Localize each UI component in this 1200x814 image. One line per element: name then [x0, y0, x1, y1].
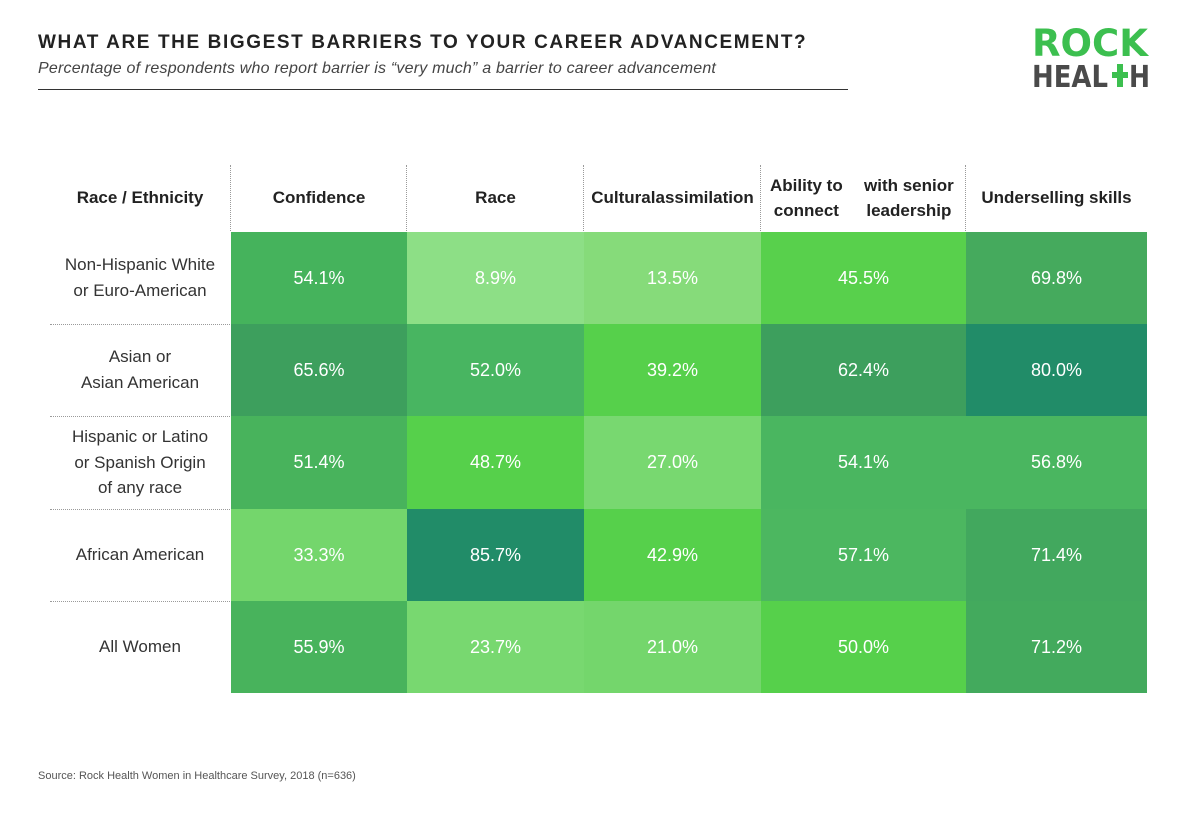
- row-divider: [50, 509, 230, 510]
- column-header-line: Race: [475, 188, 516, 208]
- column-header-line: Underselling skills: [981, 188, 1132, 208]
- heatmap-cell: 50.0%: [761, 601, 966, 693]
- heatmap-cell: 21.0%: [584, 601, 761, 693]
- row-label-line: All Women: [99, 637, 181, 657]
- heatmap-cell: 69.8%: [966, 232, 1147, 324]
- column-header: Underselling skills: [966, 165, 1147, 231]
- row-label-line: Hispanic or Latino: [71, 426, 209, 446]
- column-header-line: Confidence: [272, 188, 366, 208]
- header-divider: [760, 165, 761, 231]
- heatmap-cell: 57.1%: [761, 509, 966, 601]
- column-header: Confidence: [231, 165, 407, 231]
- heatmap-cell: 80.0%: [966, 324, 1147, 416]
- heatmap-cell: 45.5%: [761, 232, 966, 324]
- row-label-line: Asian American: [80, 373, 200, 392]
- heatmap-cell: 48.7%: [407, 416, 584, 509]
- heatmap-cell: 13.5%: [584, 232, 761, 324]
- column-header: Ability to connect with senior leadership: [761, 165, 966, 231]
- rock-health-logo: ROCK HEAL H: [1032, 26, 1150, 88]
- heatmap-cell: 85.7%: [407, 509, 584, 601]
- column-header: Cultural assimilation: [584, 165, 761, 231]
- heatmap-cell: 54.1%: [761, 416, 966, 509]
- title-divider: [38, 89, 848, 90]
- heatmap-cell: 71.4%: [966, 509, 1147, 601]
- row-label-line: Asian or: [108, 347, 172, 367]
- column-header-line: Ability to connect: [770, 175, 843, 221]
- row-label-line: or Spanish Origin: [74, 452, 206, 472]
- row-label-line: African American: [75, 545, 205, 565]
- row-label: All Women: [50, 601, 230, 693]
- header-divider: [583, 165, 584, 231]
- chart-subtitle: Percentage of respondents who report bar…: [38, 60, 717, 77]
- row-divider: [50, 324, 230, 325]
- heatmap-cell: 52.0%: [407, 324, 584, 416]
- heatmap-cell: 56.8%: [966, 416, 1147, 509]
- row-header: Race / Ethnicity: [76, 188, 204, 208]
- row-label-line: or Euro-American: [73, 281, 207, 300]
- heatmap-cell: 27.0%: [584, 416, 761, 509]
- heatmap-cell: 33.3%: [231, 509, 407, 601]
- row-label-line: Non-Hispanic White: [64, 255, 216, 275]
- header-divider: [965, 165, 966, 231]
- svg-text:ROCK: ROCK: [1032, 26, 1149, 65]
- heatmap-cell: 23.7%: [407, 601, 584, 693]
- row-label: Non-Hispanic White or Euro-American: [50, 232, 230, 324]
- column-header: Race: [407, 165, 584, 231]
- column-header-line: with senior leadership: [864, 175, 954, 221]
- row-divider: [50, 416, 230, 417]
- heatmap-cell: 54.1%: [231, 232, 407, 324]
- row-label: African American: [50, 509, 230, 601]
- svg-text:HEAL: HEAL: [1032, 60, 1108, 88]
- row-label: Asian or Asian American: [50, 324, 230, 416]
- heatmap-cell: 39.2%: [584, 324, 761, 416]
- row-divider: [50, 601, 230, 602]
- source-note: Source: Rock Health Women in Healthcare …: [38, 770, 356, 782]
- heatmap-cell: 71.2%: [966, 601, 1147, 693]
- heatmap-cell: 62.4%: [761, 324, 966, 416]
- svg-text:H: H: [1129, 60, 1150, 88]
- heatmap-cell: 55.9%: [231, 601, 407, 693]
- row-label: Hispanic or Latino or Spanish Origin of an…: [50, 416, 230, 509]
- row-label-line: of any race: [97, 478, 183, 498]
- heatmap-cell: 65.6%: [231, 324, 407, 416]
- heatmap-cell: 8.9%: [407, 232, 584, 324]
- column-header-line: Cultural: [591, 188, 656, 208]
- chart-title: WHAT ARE THE BIGGEST BARRIERS TO YOUR CA…: [38, 32, 808, 53]
- header-divider: [230, 165, 231, 231]
- header-divider: [406, 165, 407, 231]
- heatmap-cell: 51.4%: [231, 416, 407, 509]
- heatmap-cell: 42.9%: [584, 509, 761, 601]
- column-header-line: assimilation: [655, 188, 754, 208]
